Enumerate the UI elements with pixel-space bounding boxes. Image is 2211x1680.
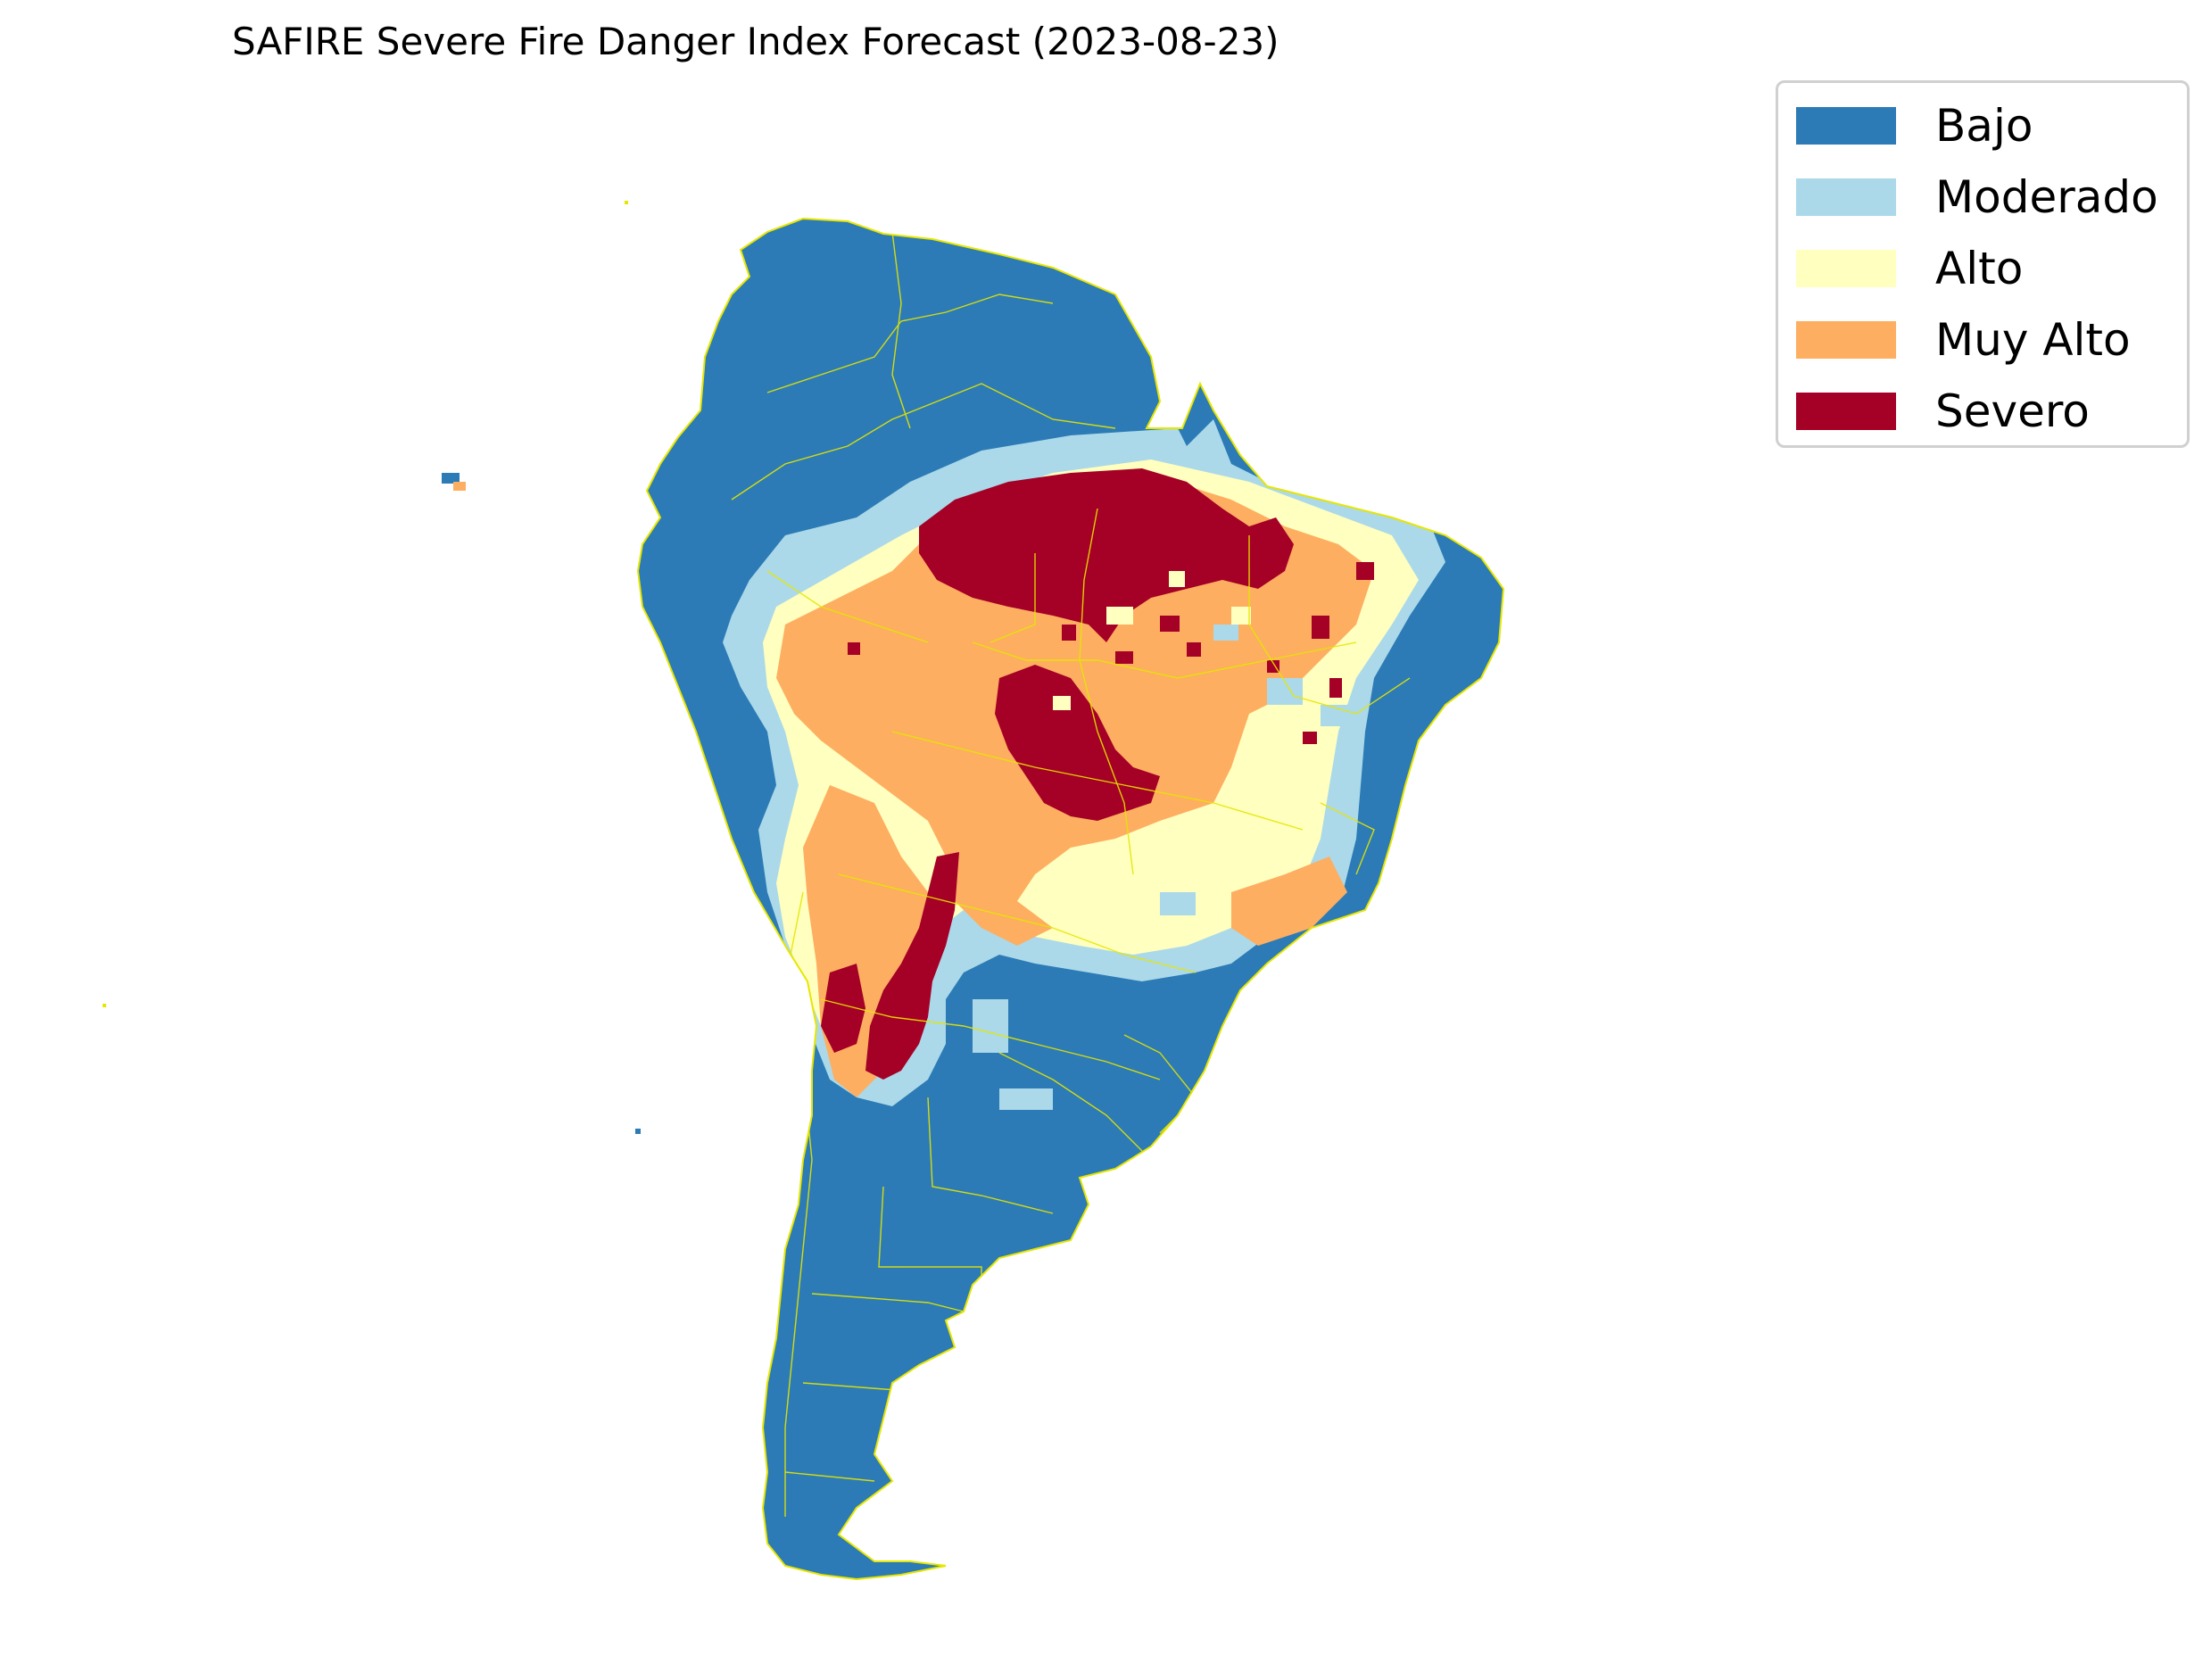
legend-label-bajo: Bajo	[1935, 100, 2033, 152]
legend-label-muy-alto: Muy Alto	[1935, 314, 2131, 366]
admin-boundaries	[731, 231, 1411, 1517]
moderado-speckles	[973, 625, 1347, 1110]
legend-swatch-muy-alto	[1796, 321, 1896, 359]
severo-speckles	[848, 535, 1374, 744]
legend-label-moderado: Moderado	[1935, 171, 2158, 223]
legend-item-moderado: Moderado	[1796, 171, 2158, 223]
legend-label-alto: Alto	[1935, 243, 2024, 294]
legend-label-severo: Severo	[1935, 385, 2090, 437]
zone-severo-north	[919, 468, 1294, 642]
offshore-islands	[103, 201, 641, 1134]
zone-severo-west	[821, 964, 865, 1053]
zone-severo-andes	[865, 852, 959, 1080]
map-title: SAFIRE Severe Fire Danger Index Forecast…	[232, 20, 1279, 63]
legend-swatch-severo	[1796, 393, 1896, 430]
legend-swatch-alto	[1796, 250, 1896, 287]
legend-item-severo: Severo	[1796, 385, 2090, 437]
zone-muy-alto-east	[1231, 857, 1347, 946]
zone-severo-central	[995, 665, 1160, 821]
map-legend: Bajo Moderado Alto Muy Alto Severo	[1776, 80, 2190, 448]
legend-swatch-bajo	[1796, 107, 1896, 145]
legend-item-bajo: Bajo	[1796, 100, 2033, 152]
legend-item-muy-alto: Muy Alto	[1796, 314, 2131, 366]
legend-item-alto: Alto	[1796, 243, 2023, 294]
legend-swatch-moderado	[1796, 178, 1896, 216]
alto-speckles	[1053, 571, 1251, 710]
danger-layer	[638, 219, 1503, 1579]
